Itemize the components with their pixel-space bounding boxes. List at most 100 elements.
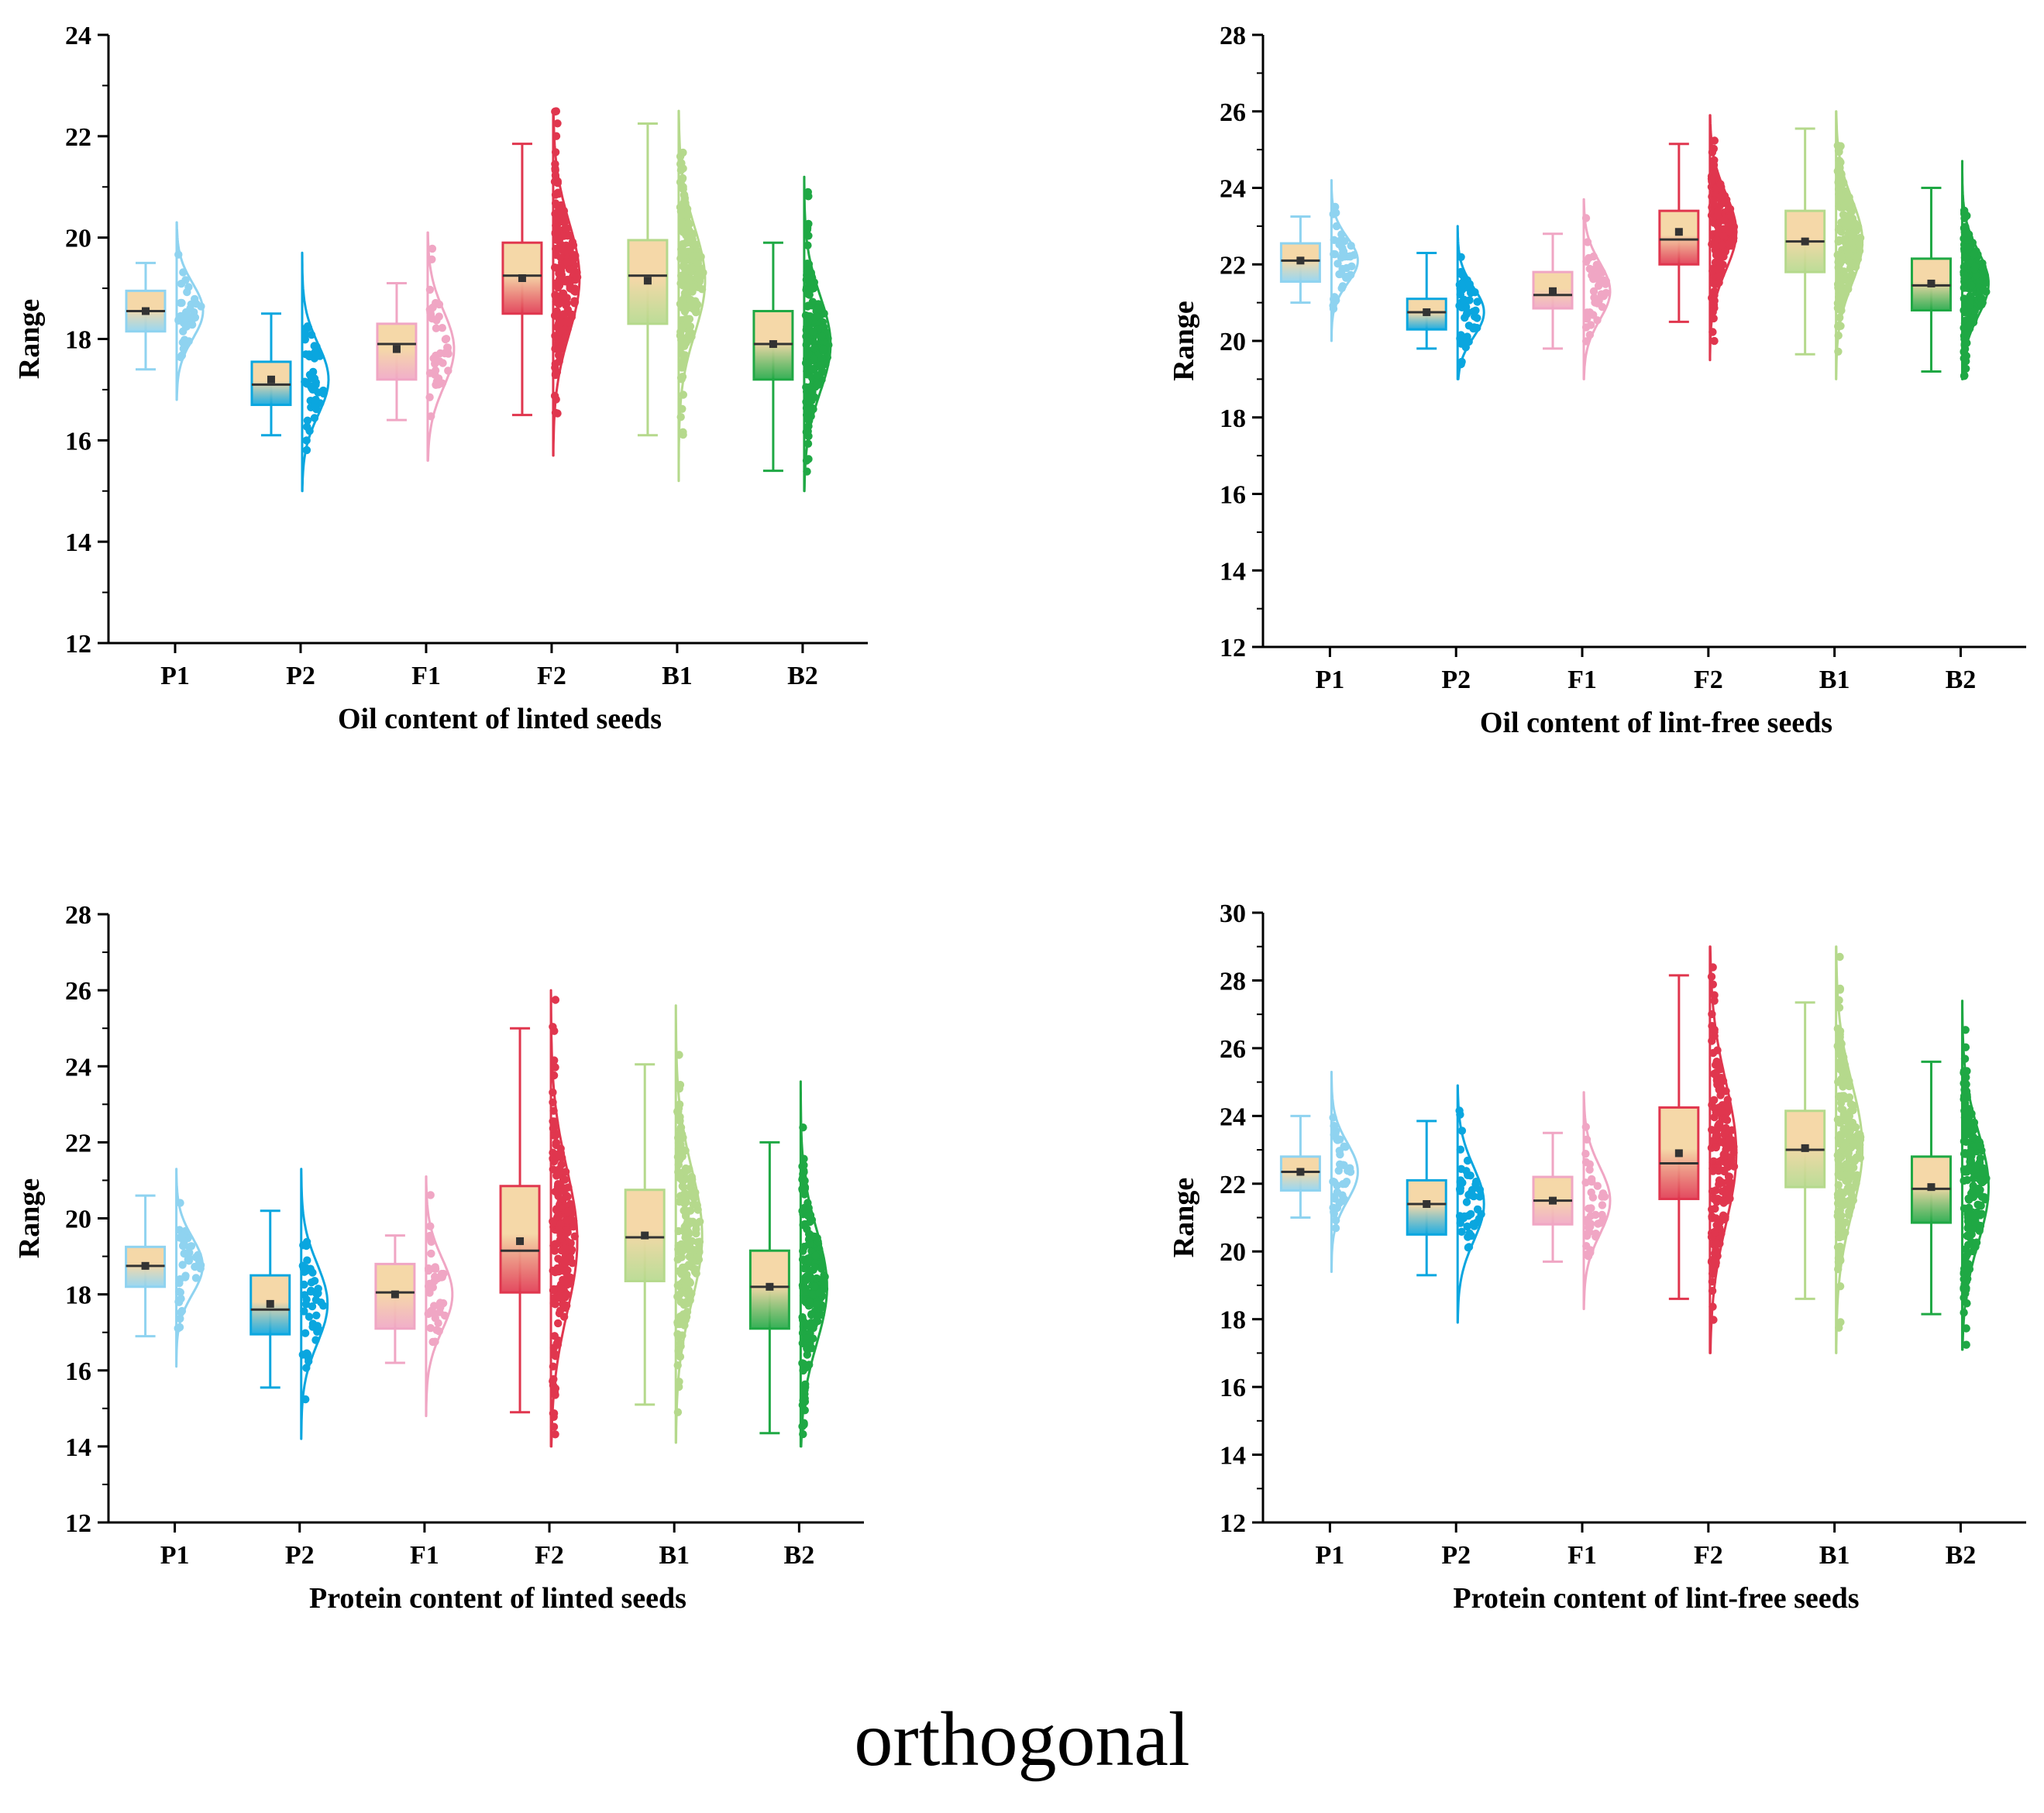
data-point [1709,298,1718,306]
data-point [800,1385,809,1395]
data-point [1960,1275,1968,1284]
data-point [425,285,435,294]
data-point [559,298,569,307]
box [376,322,418,381]
data-point [559,1312,569,1321]
data-point [191,1274,201,1282]
data-point [427,1249,435,1258]
data-point [685,327,693,335]
data-point [562,1290,571,1299]
data-point [549,1409,558,1418]
data-point [674,1292,683,1300]
y-axis-label: Range [1168,301,1200,380]
y-tick-label: 28 [1220,967,1246,996]
data-point [804,349,813,359]
data-point [676,373,686,382]
data-point [1329,1113,1337,1122]
data-point [807,1310,816,1319]
y-tick-label: 24 [65,1053,91,1082]
mean-marker [1423,308,1431,316]
data-point [1970,306,1979,315]
data-point [1457,339,1466,348]
x-tick-label: P2 [1441,1541,1471,1570]
data-point [551,1430,559,1439]
data-point [428,255,436,263]
data-point [177,352,186,360]
data-point [310,342,318,350]
data-point [177,1231,187,1240]
data-point [1977,301,1986,309]
data-point [432,351,440,360]
data-point [1855,240,1864,249]
data-point [431,360,439,368]
data-point [1965,320,1973,329]
data-point [799,1359,808,1368]
group-B1: B1 [1784,110,1865,694]
data-point [559,246,567,254]
data-point [1710,136,1719,145]
data-point [688,1257,697,1265]
data-point [312,350,321,360]
data-point [1962,1340,1970,1349]
data-point [176,1199,184,1207]
data-point [551,1063,559,1072]
y-tick-label: 20 [1220,328,1246,356]
data-point [800,1406,810,1415]
data-point [1834,146,1843,155]
data-point [1588,1178,1596,1186]
distribution-curve [1456,225,1485,380]
distribution-curve [1330,179,1359,342]
data-point [552,1205,561,1213]
data-point [431,366,440,375]
data-point [178,1261,187,1269]
data-point [1976,1142,1985,1151]
data-point [1850,218,1859,228]
data-point [1598,1189,1608,1198]
data-point [549,1362,558,1371]
data-point [554,1319,563,1328]
data-point [1708,328,1717,336]
group-B1: B1 [627,109,707,690]
y-tick-label: 18 [1220,404,1246,433]
data-point [680,195,689,204]
data-point [1973,1200,1982,1209]
data-point [679,390,687,399]
data-point [687,1180,696,1189]
data-point [180,1249,188,1258]
data-point [1846,262,1855,271]
data-point [803,241,812,249]
data-point [814,1288,824,1298]
data-point [676,1155,684,1165]
data-point [697,285,707,294]
data-point [1838,253,1846,261]
data-point [674,1347,683,1356]
data-point [1960,263,1968,271]
data-point [1838,1201,1846,1209]
data-point [549,1106,558,1115]
data-point [675,1100,684,1109]
data-point [1709,160,1719,170]
data-point [1594,281,1603,291]
data-point [1581,1158,1591,1167]
data-point [1960,1176,1968,1185]
data-point [1598,1210,1606,1220]
data-point [1851,1123,1860,1132]
data-point [176,1314,184,1323]
x-axis-label: Protein content of linted seeds [309,1582,686,1615]
data-point [307,1278,316,1287]
mean-marker [1549,1196,1557,1205]
data-point [555,275,564,284]
data-point [1963,1115,1971,1124]
data-point [677,218,686,226]
data-point [1962,1266,1970,1275]
data-point [174,316,183,325]
data-point [1852,1154,1861,1162]
box [1658,1106,1700,1200]
data-point [691,240,700,249]
box [748,1249,790,1330]
data-point [551,291,559,299]
data-point [1842,1078,1850,1087]
data-point [1964,1260,1973,1268]
y-tick-label: 20 [65,225,91,253]
data-point [1962,1137,1970,1147]
